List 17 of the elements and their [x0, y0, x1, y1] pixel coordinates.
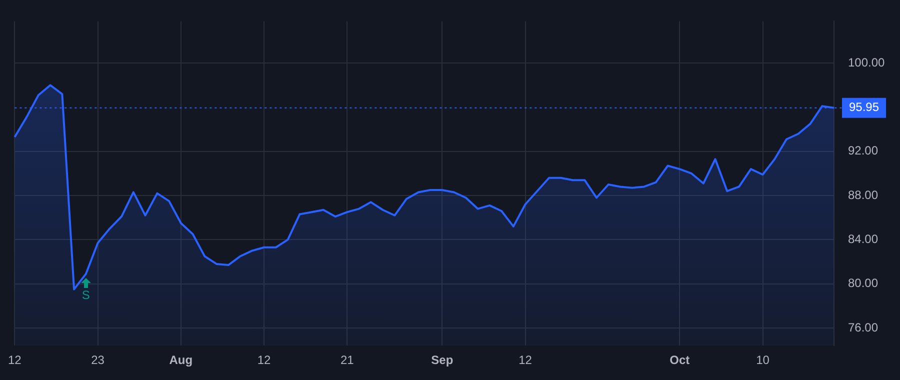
- x-tick-label: 10: [756, 353, 770, 368]
- y-tick-label: 76.00: [848, 320, 878, 334]
- y-tick-label: 88.00: [848, 188, 878, 202]
- x-tick-label: Sep: [431, 353, 454, 368]
- x-tick-label: Oct: [670, 353, 690, 368]
- y-tick-label: 92.00: [848, 144, 878, 158]
- x-tick-label: 12: [518, 353, 532, 368]
- x-tick-label: 12: [8, 353, 22, 368]
- y-tick-label: 84.00: [848, 232, 878, 246]
- annotation: S: [82, 288, 90, 302]
- x-tick-label: 21: [340, 353, 354, 368]
- x-tick-label: 12: [257, 353, 272, 368]
- y-tick-label: 100.00: [848, 55, 886, 70]
- ref-line-label: 95.95: [849, 100, 880, 114]
- x-tick-label: Aug: [169, 353, 193, 368]
- y-tick-label: 80.00: [848, 276, 878, 290]
- x-tick-label: 23: [91, 353, 105, 368]
